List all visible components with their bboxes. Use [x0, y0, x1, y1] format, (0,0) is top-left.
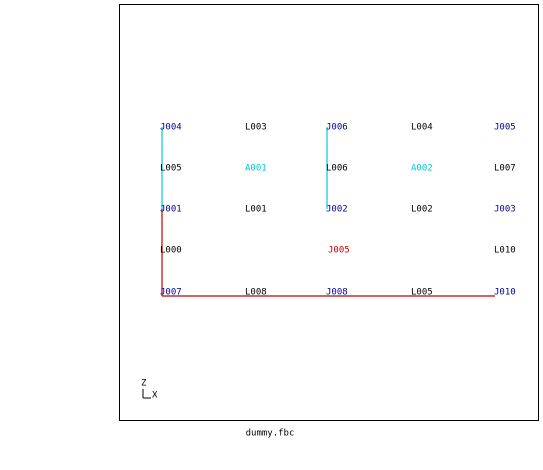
frame	[119, 4, 539, 421]
member-label: L000	[160, 246, 182, 256]
member-label: L004	[411, 123, 433, 133]
member-label: L010	[494, 246, 516, 256]
node-label: J005	[494, 123, 516, 133]
node-label: J003	[494, 205, 516, 215]
member-label: L001	[245, 205, 267, 215]
node-label: J002	[326, 205, 348, 215]
area-label: A002	[411, 164, 433, 174]
member-label: L006	[326, 164, 348, 174]
area-label: A001	[245, 164, 267, 174]
node-label: J004	[160, 123, 182, 133]
member-label: L003	[245, 123, 267, 133]
node-label: J005	[328, 246, 350, 256]
member-label: L008	[245, 288, 267, 298]
node-label: J006	[326, 123, 348, 133]
member-label: L007	[494, 164, 516, 174]
member-label: L005	[411, 288, 433, 298]
node-label: J001	[160, 205, 182, 215]
axis-label: X	[152, 391, 158, 401]
member-label: L002	[411, 205, 433, 215]
member-label: L005	[160, 164, 182, 174]
node-label: J008	[326, 288, 348, 298]
axis-label: Z	[141, 379, 147, 389]
file-name: dummy.fbc	[246, 429, 295, 439]
node-label: J010	[494, 288, 516, 298]
node-label: J007	[160, 288, 182, 298]
labels: J004 L003 J006 L004 J005 L005 A001 L006 …	[160, 123, 516, 298]
axis-triad: Z X	[141, 379, 158, 401]
